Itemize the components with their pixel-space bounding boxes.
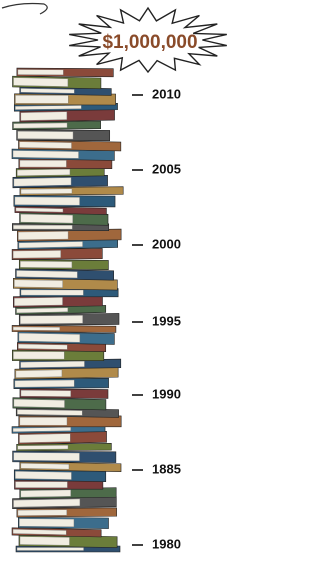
- book-pages: [21, 361, 85, 368]
- book-pages: [13, 327, 60, 331]
- book-pages: [13, 225, 72, 229]
- book-pages: [14, 399, 65, 407]
- scribble: [2, 4, 47, 15]
- book-pages: [14, 78, 68, 87]
- book-pages: [16, 370, 62, 378]
- book-pages: [21, 463, 69, 469]
- burst-label: $1,000,000: [102, 32, 197, 53]
- book-pages: [14, 280, 62, 288]
- book-pages: [17, 548, 84, 551]
- book-pages: [20, 537, 70, 546]
- book-pages: [18, 131, 73, 139]
- book-pages: [17, 410, 82, 416]
- book-pages: [20, 315, 82, 324]
- book-pages: [19, 242, 83, 248]
- book-pages: [15, 197, 80, 205]
- book-pages: [13, 151, 79, 159]
- year-label: 2010: [152, 86, 181, 101]
- year-axis: 2010 2005 2000 1995 1990 1885 1980: [132, 86, 181, 551]
- book-pages: [20, 261, 72, 268]
- book-pages: [21, 490, 71, 497]
- book-pages: [14, 452, 80, 460]
- book-pages: [21, 112, 67, 121]
- book-pages: [13, 499, 79, 507]
- year-label: 1990: [152, 386, 181, 401]
- book-stack: [12, 68, 123, 552]
- book-pages: [21, 390, 71, 396]
- book-pages: [19, 333, 80, 342]
- year-label: 1885: [152, 461, 181, 476]
- book-pages: [13, 352, 64, 360]
- book-pages: [14, 178, 71, 187]
- book-pages: [13, 250, 61, 258]
- book-pages: [17, 169, 70, 176]
- book-pages: [15, 95, 68, 103]
- book-pages: [16, 208, 63, 212]
- year-label: 1995: [152, 313, 181, 328]
- book-pages: [18, 70, 63, 75]
- book-pages: [21, 214, 73, 223]
- book-pages: [15, 471, 71, 479]
- book-pages: [18, 445, 68, 449]
- book-pages: [18, 510, 67, 516]
- book-pages: [14, 123, 67, 128]
- book-pages: [19, 519, 74, 527]
- book-pages: [17, 308, 68, 313]
- book-pages: [20, 160, 67, 167]
- book-pages: [17, 270, 78, 278]
- book-pages: [15, 105, 81, 109]
- book-pages: [19, 142, 71, 149]
- book-pages: [15, 482, 67, 488]
- illustration: $1,000,000 2010 2005 2000 1995 1990 1885 1980: [0, 0, 240, 562]
- book-pages: [21, 290, 83, 295]
- book-pages: [18, 344, 67, 349]
- book-pages: [21, 88, 75, 93]
- book-pages: [21, 189, 72, 194]
- year-label: 2005: [152, 161, 181, 176]
- page: $1,000,000 2010200520001995199018851980 …: [0, 0, 320, 562]
- book-pages: [13, 529, 66, 534]
- year-label: 2000: [152, 236, 181, 251]
- book-pages: [14, 297, 62, 306]
- book-pages: [13, 427, 71, 432]
- year-label: 1980: [152, 536, 181, 551]
- book-pages: [20, 417, 67, 425]
- book-pages: [18, 231, 68, 239]
- book-pages: [19, 434, 70, 443]
- book-pages: [15, 380, 74, 387]
